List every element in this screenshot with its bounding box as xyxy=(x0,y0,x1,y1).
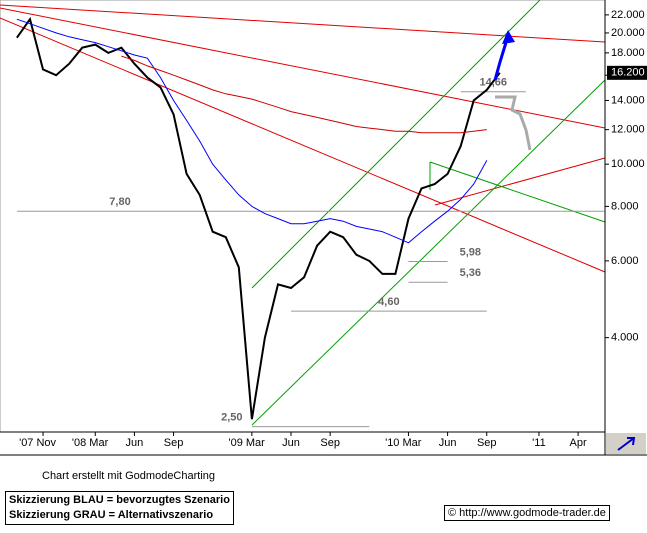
x-tick-label: '10 Mar xyxy=(385,437,422,449)
y-tick-label: 22.000 xyxy=(611,9,645,21)
price-line xyxy=(121,55,487,134)
blue-scenario-arrow xyxy=(493,35,510,81)
x-tick-label: Apr xyxy=(570,437,587,449)
y-tick-label: 18.000 xyxy=(611,47,645,59)
level-label: 5,36 xyxy=(460,267,481,279)
x-tick-label: Jun xyxy=(439,437,457,449)
y-tick-label: 14.000 xyxy=(611,94,645,106)
y-tick-label: 8.000 xyxy=(611,200,639,212)
x-tick-label: Jun xyxy=(126,437,144,449)
series xyxy=(16,16,501,420)
source[interactable]: © http://www.godmode-trader.de xyxy=(444,505,610,521)
x-tick-label: Sep xyxy=(320,437,340,449)
notes-box: Skizzierung BLAU = bevorzugtes Szenario … xyxy=(5,491,234,525)
channel-line xyxy=(251,79,606,426)
y-tick-label: 20.000 xyxy=(611,27,645,39)
credit: Chart erstellt mit GodmodeCharting xyxy=(42,470,216,482)
x-tick-label: '11 xyxy=(532,437,546,449)
price-line xyxy=(16,18,488,244)
trend-line xyxy=(0,7,606,129)
level-label: 2,50 xyxy=(221,412,242,424)
y-tick-label: 4.000 xyxy=(611,332,639,344)
note: Skizzierung BLAU = bevorzugtes Szenario xyxy=(9,494,230,506)
gray-scenario-arrow xyxy=(495,95,532,151)
x-tick-label: Jun xyxy=(282,437,300,449)
y-tick-label: 6.000 xyxy=(611,255,639,267)
trend-line xyxy=(434,157,606,206)
last-price-label: 16.200 xyxy=(611,67,645,79)
level-label: 7,80 xyxy=(109,196,130,208)
price-line xyxy=(16,16,501,420)
level-label: 5,98 xyxy=(460,246,481,258)
level-label: 4,60 xyxy=(378,296,399,308)
x-tick-label: '07 Nov xyxy=(19,437,56,449)
x-tick-label: '08 Mar xyxy=(72,437,109,449)
note: Skizzierung GRAU = Alternativszenario xyxy=(9,509,214,521)
x-tick-label: Sep xyxy=(164,437,184,449)
x-tick-label: '09 Mar xyxy=(229,437,266,449)
trend-lines xyxy=(0,0,606,426)
tool-icon xyxy=(617,437,636,451)
x-tick-label: Sep xyxy=(477,437,497,449)
last-price-box xyxy=(607,65,647,80)
channel-line xyxy=(429,161,606,223)
channel-line xyxy=(251,0,541,289)
plot-area xyxy=(0,0,606,433)
y-tick-label: 10.000 xyxy=(611,158,645,170)
blue-arrowhead xyxy=(502,30,515,44)
y-tick-label: 12.000 xyxy=(611,124,645,136)
trend-line xyxy=(0,17,606,273)
